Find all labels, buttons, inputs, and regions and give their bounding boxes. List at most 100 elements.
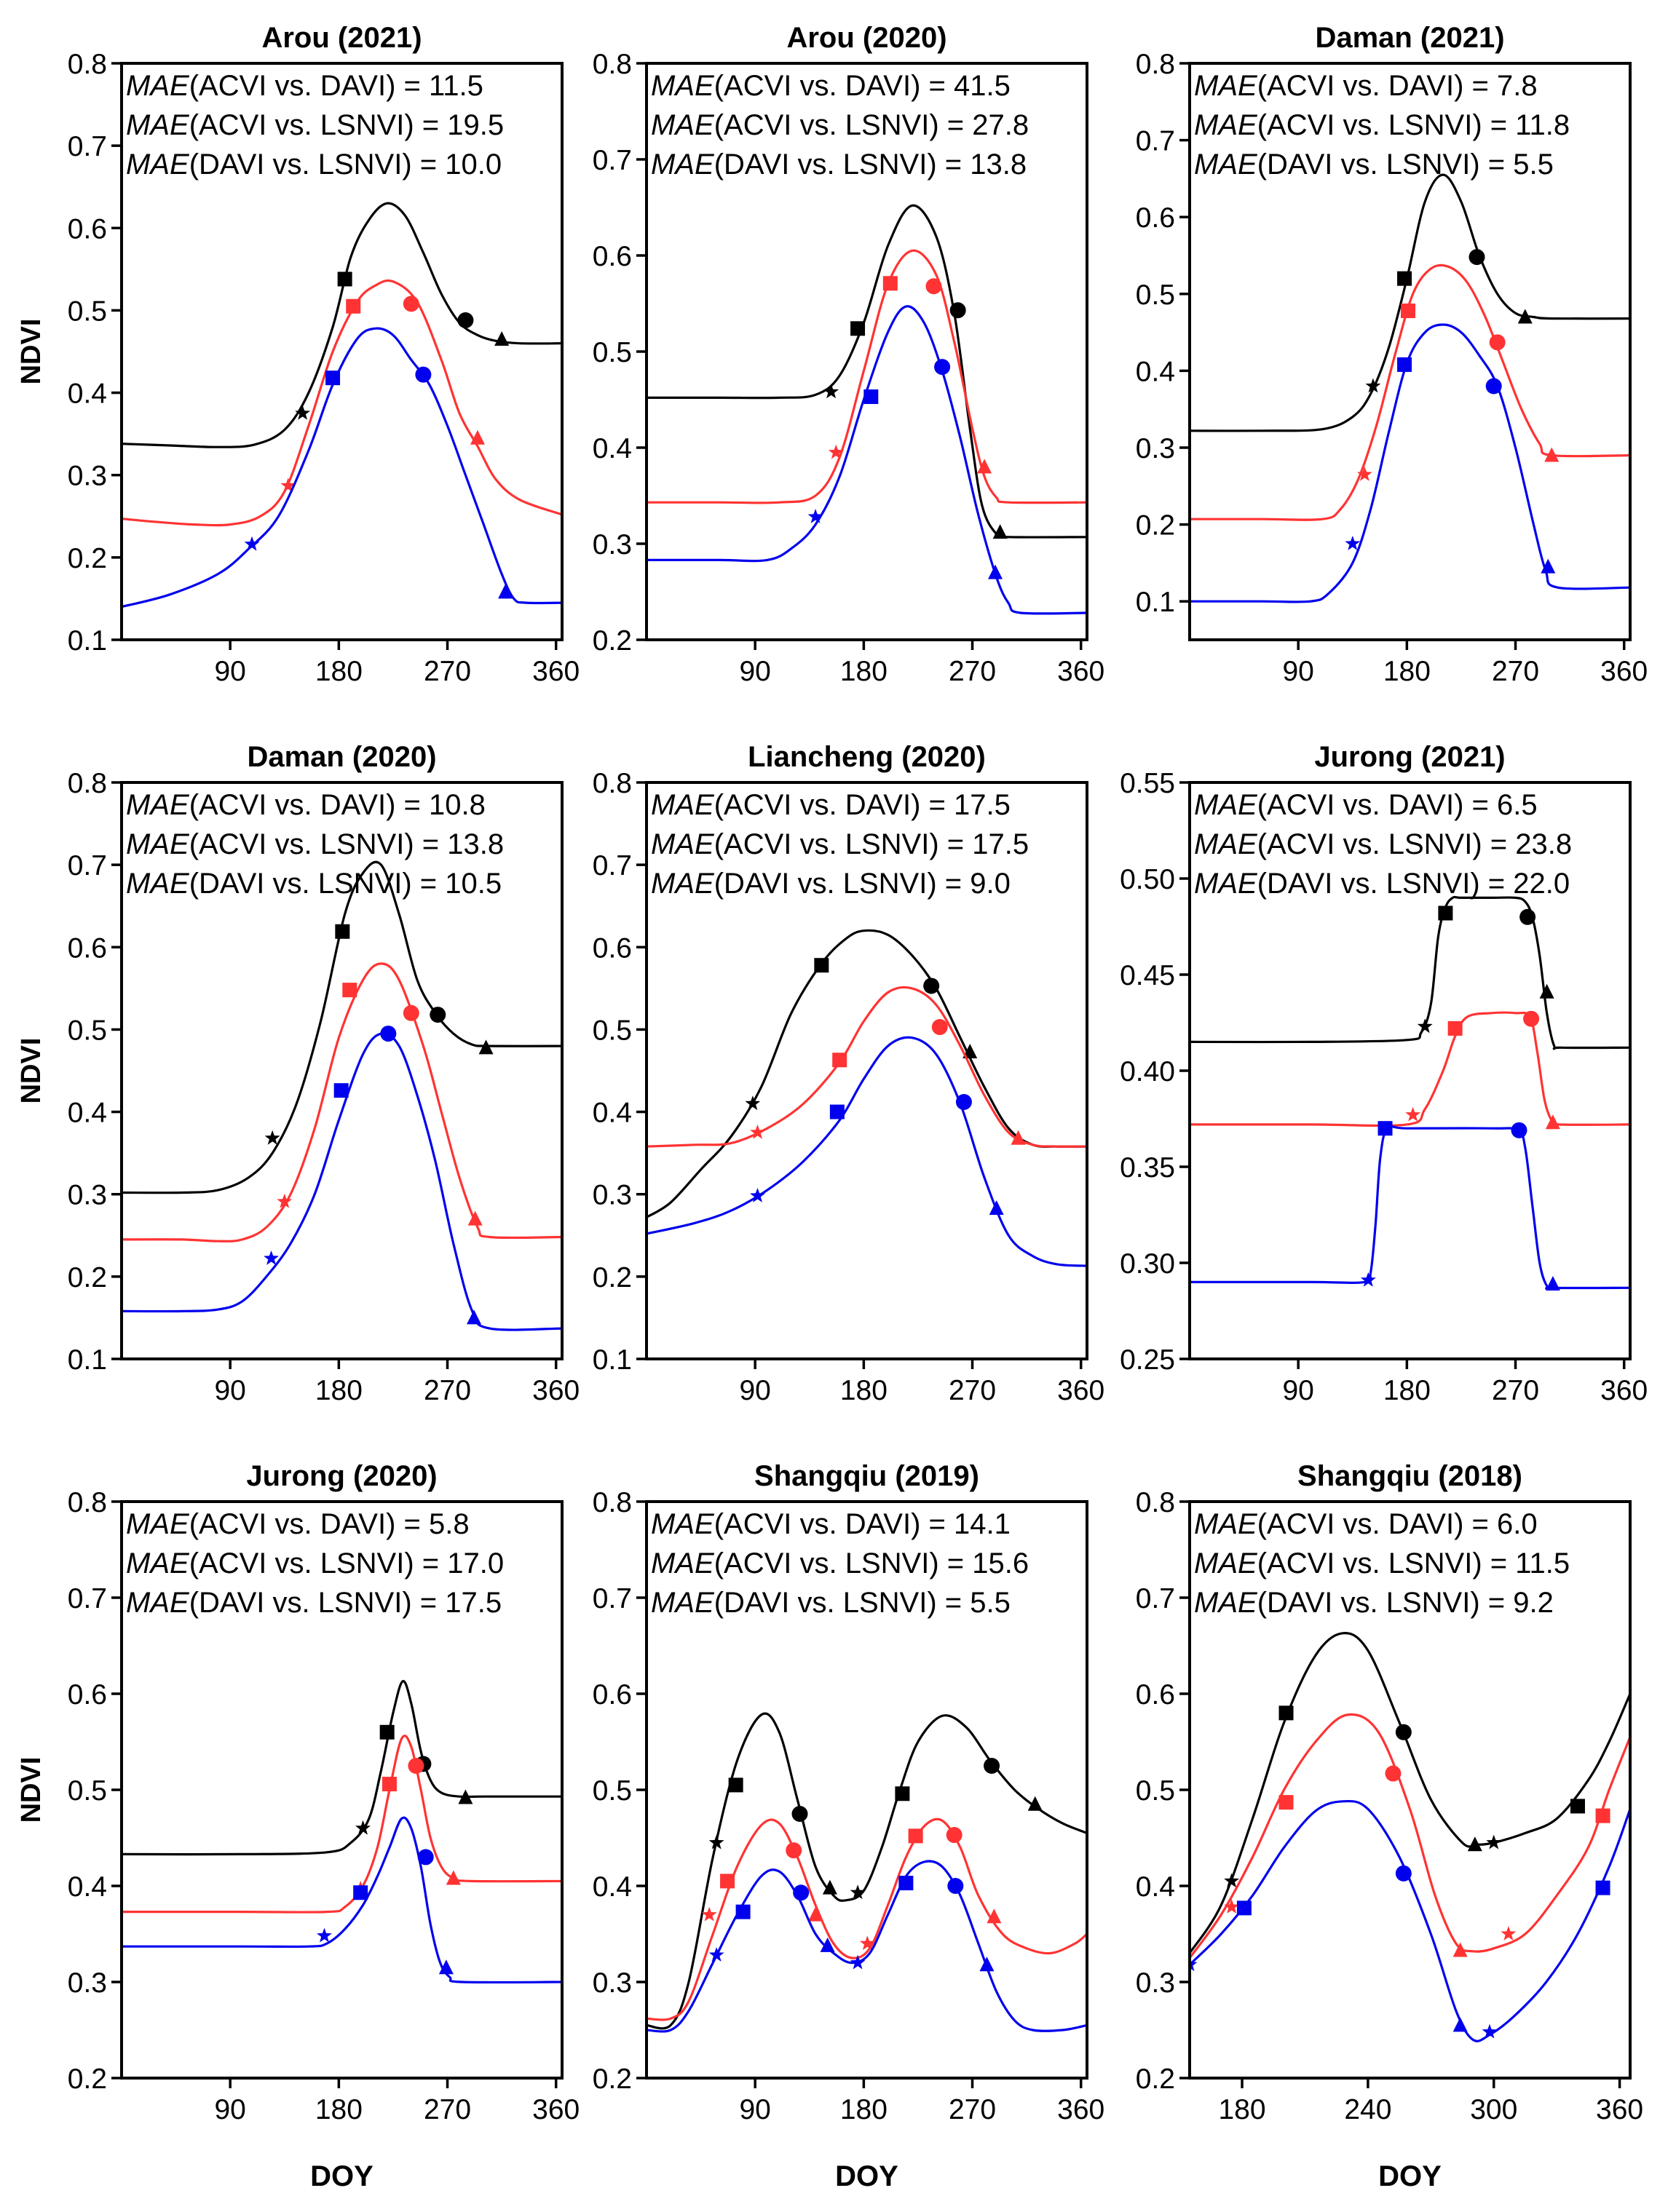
marker-davi-triangle [1011, 1130, 1026, 1145]
y-tick-label: 0.7 [68, 131, 107, 162]
series-line-acvi [122, 1680, 562, 1856]
series-line-acvi [647, 204, 1087, 539]
x-tick-label: 180 [1218, 2094, 1265, 2125]
marker-acvi-square [1278, 1705, 1294, 1721]
y-tick-label: 0.1 [1136, 587, 1175, 618]
mae-annotation: MAE(ACVI vs. DAVI) = 6.0 [1194, 1508, 1538, 1540]
marker-acvi-circle [1395, 1724, 1412, 1740]
marker-davi-star [701, 1906, 717, 1922]
series-line-davi [1190, 263, 1630, 521]
marker-lsnvi-star [1190, 1957, 1198, 1972]
marker-davi-circle [925, 278, 942, 295]
marker-acvi-star [355, 1820, 371, 1835]
x-tick-label: 240 [1344, 2094, 1391, 2125]
mae-annotation: MAE(ACVI vs. LSNVI) = 11.5 [1194, 1547, 1570, 1579]
x-tick-label: 270 [424, 2094, 471, 2125]
y-tick-label: 0.5 [593, 1775, 632, 1807]
y-tick-label: 0.4 [593, 433, 632, 464]
marker-lsnvi-star [1482, 2023, 1498, 2039]
marker-lsnvi-circle [955, 1093, 972, 1110]
marker-acvi-star [850, 1884, 866, 1900]
plot-frame [645, 781, 1088, 1360]
panel-1: Arou (2021) 0.1 0.2 0.3 0.4 0.5 0.6 0.7 0.8 90 180… [16, 22, 580, 687]
mae-annotation: MAE(ACVI vs. DAVI) = 7.8 [1194, 70, 1538, 102]
marker-lsnvi-circle [934, 359, 951, 376]
x-tick-label: 180 [840, 2094, 888, 2125]
marker-acvi-triangle [992, 524, 1008, 539]
marker-acvi-circle [923, 978, 940, 994]
y-tick-label: 0.5 [593, 1015, 632, 1046]
marker-lsnvi-circle [1485, 378, 1502, 395]
y-tick-label: 0.1 [68, 625, 107, 657]
marker-davi-triangle [467, 1210, 483, 1226]
marker-lsnvi-star [850, 1954, 866, 1970]
marker-davi-circle [931, 1019, 948, 1036]
y-tick-label: 0.6 [593, 932, 632, 964]
marker-lsnvi-square [898, 1876, 914, 1891]
y-tick-label: 0.7 [1136, 1583, 1175, 1614]
y-tick-label: 0.4 [68, 1871, 107, 1903]
x-tick-label: 270 [1492, 656, 1539, 687]
mae-annotation: MAE(ACVI vs. DAVI) = 10.8 [126, 789, 486, 821]
y-tick-label: 0.2 [68, 1262, 107, 1293]
mae-annotation: MAE(ACVI vs. DAVI) = 5.8 [126, 1508, 470, 1540]
x-tick-label: 360 [1057, 2094, 1104, 2125]
x-tick-label: 360 [1057, 656, 1104, 687]
panel-title: Arou (2021) [261, 22, 422, 54]
x-tick-label: 90 [1282, 1375, 1313, 1406]
x-tick-label: 180 [840, 1375, 888, 1406]
x-tick-label: 180 [315, 1375, 363, 1406]
x-tick-label: 270 [949, 1375, 996, 1406]
y-tick-label: 0.7 [68, 850, 107, 881]
marker-acvi-square [850, 321, 866, 336]
marker-lsnvi-star [1360, 1272, 1376, 1287]
marker-lsnvi-triangle [1452, 2017, 1468, 2032]
marker-acvi-square [337, 271, 352, 287]
marker-lsnvi-square [325, 370, 341, 386]
y-tick-label: 0.25 [1120, 1344, 1175, 1376]
marker-davi-triangle [987, 1908, 1002, 1924]
marker-acvi-triangle [1517, 309, 1533, 324]
y-tick-label: 0.2 [593, 1262, 632, 1293]
marker-davi-square [1447, 1020, 1463, 1036]
mae-annotation: MAE(ACVI vs. DAVI) = 6.5 [1194, 789, 1538, 821]
series-line-acvi [1190, 895, 1630, 1050]
marker-acvi-star [1224, 1873, 1240, 1888]
y-tick-label: 0.8 [68, 1487, 107, 1518]
mae-annotation: MAE(DAVI vs. LSNVI) = 9.0 [651, 868, 1011, 900]
panel-5: Liancheng (2020) 0.1 0.2 0.3 0.4 0.5 0.6 0.7 0.8… [593, 741, 1104, 1406]
marker-davi-star [1405, 1106, 1421, 1122]
mae-annotation: MAE(DAVI vs. LSNVI) = 5.5 [1194, 148, 1554, 181]
series-line-davi [647, 986, 1087, 1148]
marker-davi-square [832, 1053, 847, 1068]
marker-lsnvi-triangle [989, 1200, 1004, 1215]
x-tick-label: 360 [532, 2094, 580, 2125]
panel-3: Daman (2021) 0.1 0.2 0.3 0.4 0.5 0.6 0.7 0.8 90 18… [1136, 22, 1648, 687]
marker-lsnvi-triangle [979, 1957, 995, 1972]
y-tick-label: 0.3 [593, 1967, 632, 1999]
y-tick-label: 0.8 [68, 768, 107, 799]
series-line-davi [647, 249, 1087, 504]
panel-title: Arou (2020) [786, 22, 946, 54]
x-tick-label: 270 [424, 1375, 471, 1406]
marker-acvi-square [379, 1724, 395, 1740]
y-tick-label: 0.1 [68, 1344, 107, 1376]
marker-davi-square [1401, 304, 1416, 319]
marker-lsnvi-star [317, 1927, 332, 1943]
series-line-acvi [1190, 1632, 1630, 1954]
panel-title: Shangqiu (2018) [1297, 1460, 1522, 1492]
marker-davi-triangle [1544, 447, 1560, 462]
marker-lsnvi-star [244, 536, 260, 551]
x-tick-label: 90 [739, 656, 770, 687]
x-tick-label: 360 [1596, 2094, 1643, 2125]
y-tick-label: 0.5 [1136, 280, 1175, 311]
y-tick-label: 0.2 [593, 2064, 632, 2095]
x-tick-label: 90 [214, 656, 245, 687]
marker-davi-circle [403, 296, 419, 312]
marker-davi-star [828, 444, 844, 459]
y-tick-label: 0.2 [593, 625, 632, 657]
marker-acvi-square [728, 1777, 743, 1793]
marker-acvi-triangle [822, 1879, 837, 1895]
marker-acvi-circle [949, 302, 966, 319]
y-tick-label: 0.50 [1120, 864, 1175, 895]
